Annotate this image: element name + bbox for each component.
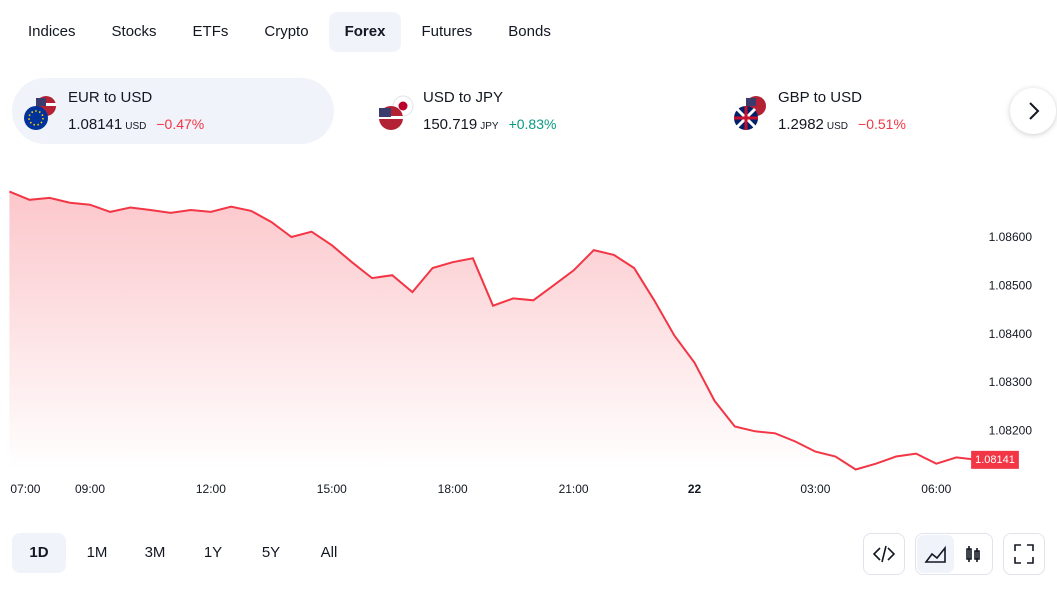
range-button[interactable]: 5Y xyxy=(261,544,281,561)
ticker-change: +0.83% xyxy=(508,116,557,132)
x-tick-label: 09:00 xyxy=(75,482,105,496)
x-tick-label: 12:00 xyxy=(196,482,226,496)
ticker-name: GBP to USD xyxy=(778,89,862,106)
tab[interactable]: ETFs xyxy=(192,23,229,40)
range-button[interactable]: 1D xyxy=(12,533,66,573)
tab[interactable]: Forex xyxy=(328,12,402,52)
x-tick-label: 15:00 xyxy=(317,482,347,496)
tab[interactable]: Stocks xyxy=(111,23,157,40)
range-button[interactable]: 1M xyxy=(86,544,108,561)
x-tick-label: 06:00 xyxy=(921,482,951,496)
tab[interactable]: Bonds xyxy=(508,23,551,40)
price-line xyxy=(9,190,977,471)
ticker-unit: JPY xyxy=(480,121,499,132)
x-tick-label: 21:00 xyxy=(559,482,589,496)
tab-bar: Indices Stocks ETFs Crypto Forex Futures Bonds xyxy=(12,12,567,52)
current-price-badge xyxy=(971,450,1019,469)
tab[interactable]: Crypto xyxy=(264,23,309,40)
y-tick-label: 1.08400 xyxy=(989,327,1033,341)
embed-button[interactable] xyxy=(863,533,905,575)
range-button[interactable]: 1Y xyxy=(203,544,223,561)
ticker-card[interactable]: USD to JPY 150.719 JPY +0.83% xyxy=(367,78,689,144)
tab[interactable]: Futures xyxy=(421,23,473,40)
ticker-unit: USD xyxy=(826,121,849,132)
x-tick-label: 07:00 xyxy=(10,482,40,496)
ticker-change: −0.47% xyxy=(156,116,205,132)
ticker-change: −0.51% xyxy=(858,116,906,132)
ticker-name: USD to JPY xyxy=(423,89,504,106)
ticker-price-row: 1.2982 USD −0.51% xyxy=(778,116,906,133)
tab[interactable]: Indices xyxy=(28,23,76,40)
ticker-name: EUR to USD xyxy=(68,89,153,106)
ticker-unit: USD xyxy=(125,121,147,132)
ticker-card[interactable]: GBP to USD 1.2982 USD −0.51% xyxy=(722,78,1044,144)
flag-icon xyxy=(379,95,414,130)
x-tick-label: 18:00 xyxy=(438,482,468,496)
ticker-card[interactable]: EUR to USD 1.08141 USD −0.47% xyxy=(12,78,334,144)
y-tick-label: 1.08600 xyxy=(989,230,1033,244)
flag-icon xyxy=(734,96,766,130)
ticker-price: 1.2982 xyxy=(778,116,824,133)
y-tick-label: 1.08500 xyxy=(989,279,1033,293)
x-tick-label: 03:00 xyxy=(800,482,830,496)
ticker-price: 150.719 xyxy=(423,116,478,133)
range-button[interactable]: 3M xyxy=(144,544,166,561)
ticker-price-row: 150.719 JPY +0.83% xyxy=(423,116,556,133)
flag-icon xyxy=(24,96,56,130)
y-tick-label: 1.08200 xyxy=(989,424,1033,438)
ticker-price: 1.08141 xyxy=(68,116,123,133)
range-bar: 1D 1M 3M 1Y 5Y All xyxy=(12,533,356,573)
x-tick-label: 22 xyxy=(688,482,702,496)
area-fill xyxy=(9,191,977,470)
fullscreen-button[interactable] xyxy=(1003,533,1045,575)
current-price-label: 1.08141 xyxy=(975,454,1015,466)
next-button[interactable] xyxy=(1010,88,1056,134)
range-button[interactable]: All xyxy=(320,544,338,561)
ticker-price-row: 1.08141 USD −0.47% xyxy=(68,116,204,133)
chart: 1.08200 1.08300 1.08400 1.08500 1.08600 07:00… xyxy=(9,190,1033,496)
chart-style-toggle[interactable] xyxy=(915,533,993,575)
y-tick-label: 1.08300 xyxy=(989,375,1033,389)
